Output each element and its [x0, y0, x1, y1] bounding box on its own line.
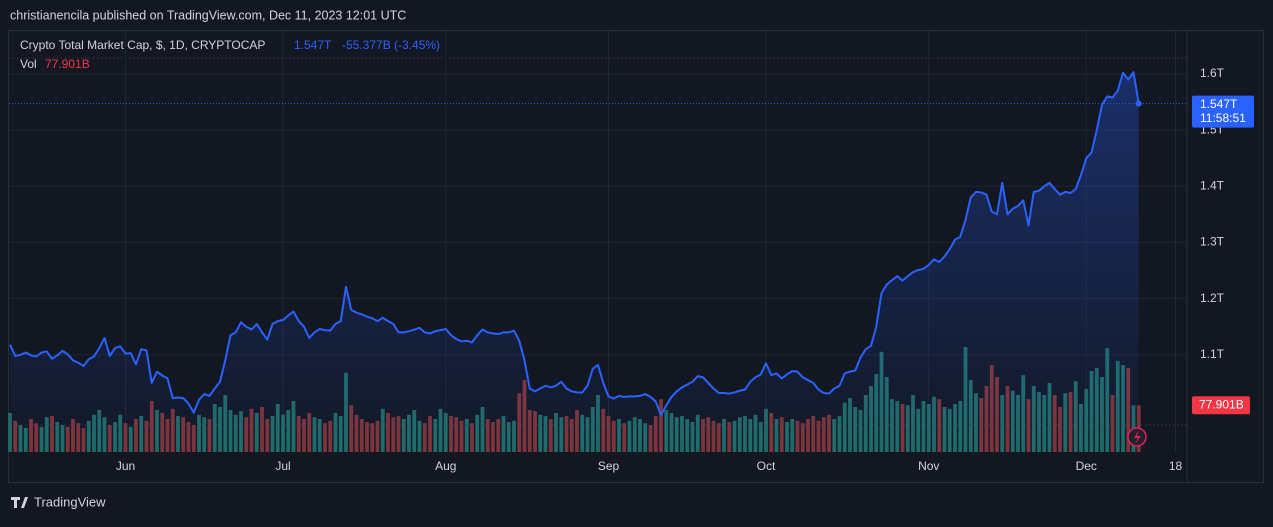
volume-tag-value: 77.901B — [1199, 397, 1244, 411]
x-tick-label: Aug — [435, 459, 456, 473]
y-tick-label: 1.6T — [1200, 66, 1225, 80]
price-layer — [9, 71, 1187, 453]
y-tick-label: 1.4T — [1200, 178, 1225, 192]
x-tick-label: Jul — [275, 459, 290, 473]
x-tick-label: Dec — [1076, 459, 1097, 473]
price-tag — [1192, 95, 1254, 128]
legend-volume-value: 77.901B — [45, 57, 90, 71]
price-tag-value: 1.547T — [1200, 97, 1238, 111]
price-tag-countdown: 11:58:51 — [1200, 111, 1246, 125]
x-tick-label: Oct — [757, 459, 776, 473]
price-area — [10, 72, 1139, 453]
x-tick-label: Jun — [116, 459, 135, 473]
lightning-icon — [1127, 427, 1147, 447]
y-tick-label: 1.2T — [1200, 291, 1225, 305]
legend-title: Crypto Total Market Cap, $, 1D, CRYPTOCA… — [20, 38, 265, 52]
y-tick-label: 1.3T — [1200, 235, 1225, 249]
footer-logo — [11, 497, 28, 508]
legend-price: 1.547T — [294, 38, 332, 52]
legend-change: -55.377B (-3.45%) — [342, 38, 440, 52]
price-line — [9, 71, 1140, 416]
legend-volume-name: Vol — [20, 57, 37, 71]
chart-frame — [8, 30, 1264, 483]
footer-brand: TradingView — [34, 494, 106, 509]
x-tick-label: Sep — [598, 459, 620, 473]
byline: christianencila published on TradingView… — [10, 8, 406, 22]
volume-tag — [1192, 396, 1250, 415]
y-tick-label: 1.1T — [1200, 347, 1225, 361]
last-price-dot — [1135, 100, 1142, 107]
x-tick-label: Nov — [918, 459, 939, 473]
x-tick-label: 18 — [1169, 459, 1183, 473]
